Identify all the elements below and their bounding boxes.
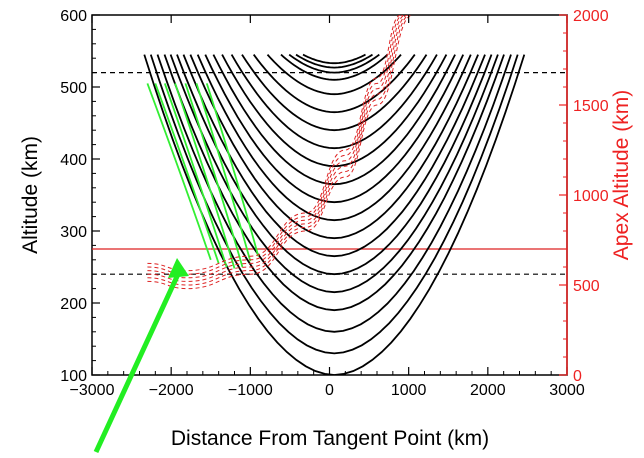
altitude-curve-1 <box>149 54 519 355</box>
y-tick-label-0: 100 <box>60 368 87 385</box>
y-tick-label-5: 600 <box>60 8 87 25</box>
altitude-curve-17 <box>288 53 380 74</box>
x-tick-label-2: −1000 <box>228 382 273 399</box>
x-tick-label-3: 0 <box>325 382 334 399</box>
y2-tick-label-4: 2000 <box>573 8 609 25</box>
x-axis-title: Distance From Tangent Point (km) <box>171 427 489 450</box>
y-tick-label-2: 300 <box>60 224 87 241</box>
green-curve-3 <box>174 83 236 269</box>
y2-tick-label-3: 1500 <box>573 98 609 115</box>
altitude-curve-5 <box>176 54 493 276</box>
x-tick-label-5: 2000 <box>470 382 506 399</box>
green-curve-1 <box>154 83 220 264</box>
green-curve-6 <box>205 83 260 257</box>
x-tick-label-4: 1000 <box>391 382 427 399</box>
altitude-curve-11 <box>221 54 448 168</box>
altitude-curve-13 <box>241 54 428 132</box>
altitude-curve-18 <box>295 53 373 69</box>
x-tick-label-1: −2000 <box>149 382 194 399</box>
altitude-curve-2 <box>156 54 512 333</box>
altitude-curve-16 <box>280 53 389 81</box>
y2-tick-label-0: 0 <box>573 368 582 385</box>
annotation-arrow-head <box>168 258 189 278</box>
y2-axis-title: Apex Altitude (km) <box>610 90 633 260</box>
apex-curve-1 <box>147 15 404 275</box>
altitude-curve-9 <box>204 54 465 204</box>
apex-curve-3 <box>147 15 409 282</box>
altitude-curve-12 <box>230 54 438 150</box>
green-curve-0 <box>146 83 212 261</box>
green-curve-5 <box>195 83 252 262</box>
x-tick-label-6: 3000 <box>549 382 585 399</box>
altitude-curve-6 <box>182 54 486 258</box>
altitude-curve-4 <box>169 54 499 294</box>
altitude-curve-8 <box>196 54 472 222</box>
annotation-arrow-shaft <box>93 268 183 454</box>
y2-tick-label-1: 500 <box>573 278 600 295</box>
altitude-curve-15 <box>266 54 402 96</box>
altitude-curve-14 <box>252 54 416 114</box>
apex-curve-2 <box>147 15 406 279</box>
altitude-curve-10 <box>212 54 456 186</box>
altitude-curve-7 <box>189 54 479 240</box>
y-tick-label-4: 500 <box>60 80 87 97</box>
apex-curve-5 <box>147 15 413 290</box>
altitude-curve-19 <box>302 53 366 65</box>
altitude-curve-3 <box>163 54 505 312</box>
y-tick-label-3: 400 <box>60 152 87 169</box>
y-axis-title: Altitude (km) <box>19 136 42 254</box>
altitude-curve-0 <box>143 54 526 375</box>
green-curve-4 <box>184 83 244 268</box>
y2-tick-label-2: 1000 <box>573 188 609 205</box>
y-tick-label-1: 200 <box>60 296 87 313</box>
x-tick-label-0: −3000 <box>70 382 115 399</box>
green-curve-2 <box>163 83 228 268</box>
